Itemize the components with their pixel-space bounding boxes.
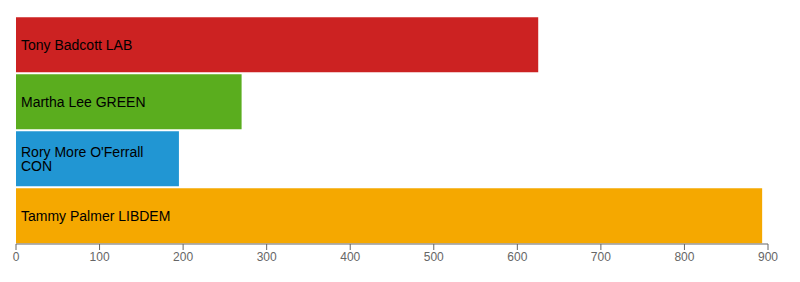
svg-text:900: 900	[758, 250, 778, 264]
svg-text:500: 500	[424, 250, 444, 264]
svg-text:200: 200	[173, 250, 193, 264]
svg-text:Martha Lee GREEN: Martha Lee GREEN	[21, 94, 146, 110]
svg-text:600: 600	[507, 250, 527, 264]
svg-text:Rory More O'FerrallCON: Rory More O'FerrallCON	[21, 144, 143, 174]
svg-text:800: 800	[674, 250, 694, 264]
svg-text:Tony Badcott LAB: Tony Badcott LAB	[21, 37, 132, 53]
svg-text:100: 100	[90, 250, 110, 264]
svg-text:300: 300	[257, 250, 277, 264]
svg-text:400: 400	[340, 250, 360, 264]
svg-text:700: 700	[591, 250, 611, 264]
svg-text:0: 0	[13, 250, 20, 264]
svg-text:Tammy Palmer LIBDEM: Tammy Palmer LIBDEM	[21, 208, 170, 224]
